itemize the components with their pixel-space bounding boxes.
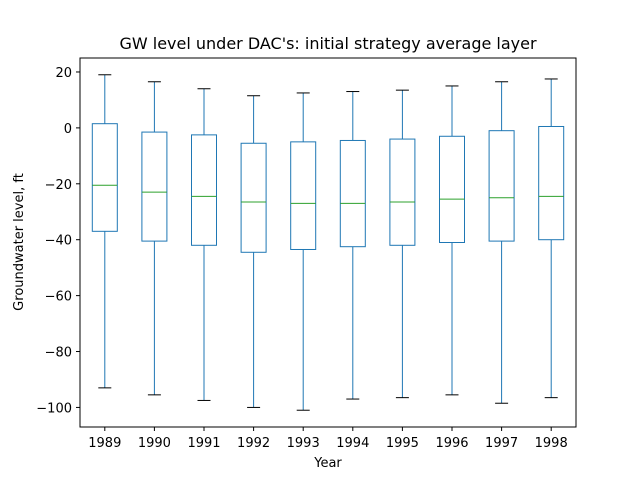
box-1993 <box>290 92 317 411</box>
x-tick-label: 1997 <box>485 436 518 451</box>
box-1995 <box>389 89 416 399</box>
box-1997 <box>488 81 515 404</box>
iqr-box <box>538 125 565 241</box>
iqr-box <box>191 134 217 246</box>
plot-frame <box>79 57 577 428</box>
iqr-box <box>389 138 416 246</box>
y-tick-label: −40 <box>45 234 72 249</box>
y-tick-label: −20 <box>45 178 72 193</box>
y-tick-label: −80 <box>45 346 72 361</box>
x-tick-label: 1995 <box>386 436 419 451</box>
box-1989 <box>91 74 118 389</box>
x-tick-label: 1998 <box>535 436 568 451</box>
y-tick-label: 20 <box>55 66 72 81</box>
y-tick-label: −60 <box>45 290 72 305</box>
x-tick-label: 1992 <box>237 436 270 451</box>
iqr-box <box>240 142 267 253</box>
x-tick-label: 1991 <box>187 436 220 451</box>
x-tick-label: 1989 <box>88 436 121 451</box>
iqr-box <box>339 139 366 248</box>
y-tick-label: 0 <box>64 122 72 137</box>
x-tick-label: 1994 <box>336 436 369 451</box>
iqr-box <box>488 130 515 242</box>
x-tick-label: 1996 <box>435 436 468 451</box>
box-1992 <box>240 95 267 408</box>
iqr-box <box>141 131 168 242</box>
box-1998 <box>538 78 565 399</box>
chart-title: GW level under DAC's: initial strategy a… <box>119 34 537 53</box>
y-axis-label: Groundwater level, ft <box>12 173 27 311</box>
x-tick-label: 1990 <box>138 436 171 451</box>
x-axis-label: Year <box>313 456 342 471</box>
iqr-box <box>290 141 317 250</box>
iqr-box <box>439 135 465 243</box>
box-1991 <box>191 88 217 401</box>
iqr-box <box>91 123 118 232</box>
plot-area <box>91 74 565 411</box>
box-1990 <box>141 81 168 396</box>
box-1996 <box>439 85 465 396</box>
box-1994 <box>339 91 366 400</box>
x-tick-label: 1993 <box>287 436 320 451</box>
y-tick-label: −100 <box>36 401 72 416</box>
